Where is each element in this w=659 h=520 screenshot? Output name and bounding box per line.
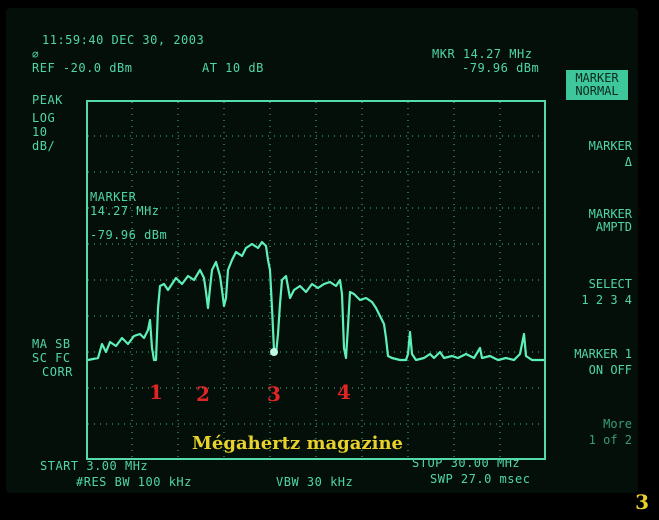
softkey-marker-1[interactable]: MARKER 1 xyxy=(574,347,632,361)
hp-logo-icon: ⌀ xyxy=(32,48,40,61)
timestamp: 11:59:40 DEC 30, 2003 xyxy=(42,33,205,47)
marker-readout-level: -79.96 dBm xyxy=(462,61,540,75)
marker-diamond-icon xyxy=(270,348,278,356)
detector-mode: PEAK xyxy=(32,93,63,107)
mode-line-2: SC FC xyxy=(32,351,71,365)
softkey-marker-normal[interactable]: MARKER NORMAL xyxy=(566,70,628,100)
marker-box-level: -79.96 dBm xyxy=(90,228,168,242)
annotation-1: 1 xyxy=(149,380,163,404)
scale-unit: dB/ xyxy=(32,139,56,153)
trace-display xyxy=(87,102,544,458)
marker-box-freq: 14.27 MHz xyxy=(90,204,160,218)
stop-frequency: STOP 30.00 MHz xyxy=(412,456,521,470)
marker-box-title: MARKER xyxy=(90,190,137,204)
magazine-watermark: Mégahertz magazine xyxy=(192,433,404,454)
scale-value: 10 xyxy=(32,125,48,139)
scale-type: LOG xyxy=(32,111,56,125)
marker-1-on-off[interactable]: ON OFF xyxy=(588,363,632,377)
annotation-3: 3 xyxy=(267,382,281,406)
marker-readout-freq: MKR 14.27 MHz xyxy=(432,47,533,61)
annotation-4: 4 xyxy=(337,380,351,404)
analyzer-screen: 11:59:40 DEC 30, 2003 ⌀ REF -20.0 dBm AT… xyxy=(6,8,638,493)
softkey-marker-amptd[interactable]: MARKER AMPTD xyxy=(588,207,632,234)
select-options[interactable]: 1 2 3 4 xyxy=(581,293,632,307)
ref-level: REF -20.0 dBm xyxy=(32,61,133,75)
attenuation: AT 10 dB xyxy=(202,61,264,75)
start-frequency: START 3.00 MHz xyxy=(40,459,149,473)
figure-number: 3 xyxy=(635,490,649,514)
spectrum-trace xyxy=(87,240,544,362)
delta-symbol-icon: Δ xyxy=(624,155,632,169)
softkey-select[interactable]: SELECT xyxy=(588,277,632,291)
softkey-more[interactable]: More xyxy=(603,417,632,431)
video-bandwidth: VBW 30 kHz xyxy=(276,475,354,489)
annotation-2: 2 xyxy=(196,382,210,406)
resolution-bandwidth: #RES BW 100 kHz xyxy=(76,475,192,489)
mode-line-3: CORR xyxy=(42,365,73,379)
softkey-marker-delta[interactable]: MARKER xyxy=(588,139,632,153)
more-page-indicator: 1 of 2 xyxy=(588,433,632,447)
mode-line-1: MA SB xyxy=(32,337,71,351)
graticule xyxy=(86,100,546,460)
sweep-time: SWP 27.0 msec xyxy=(430,472,531,486)
